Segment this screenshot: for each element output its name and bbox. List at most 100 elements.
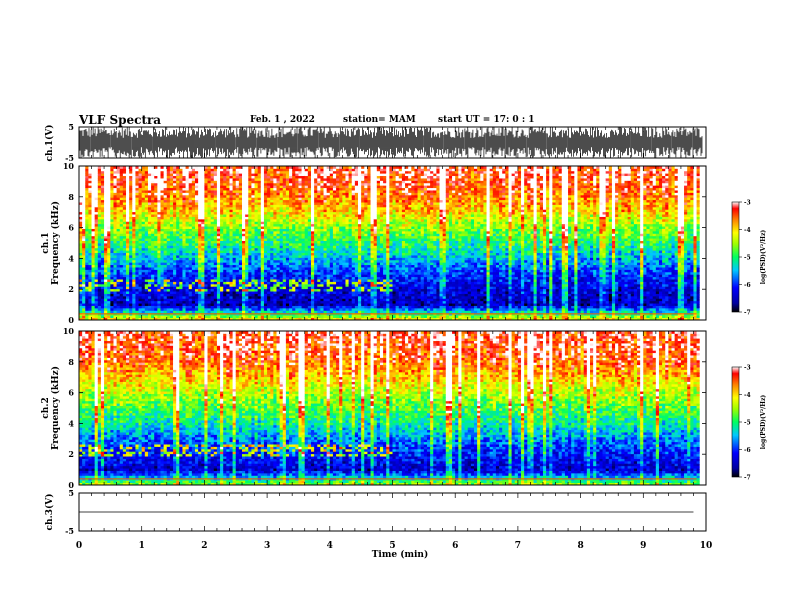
- spectrogram-cell: [229, 197, 233, 200]
- spectrogram-cell: [186, 212, 190, 215]
- spectrogram-cell: [214, 301, 218, 304]
- spectrogram-cell: [129, 277, 133, 280]
- spectrogram-cell: [135, 298, 139, 301]
- spectrogram-cell: [85, 294, 89, 297]
- spectrogram-cell: [192, 315, 196, 318]
- spectrogram-cell: [233, 238, 237, 241]
- spectrogram-cell: [258, 308, 262, 311]
- spectrogram-cell: [320, 195, 324, 198]
- spectrogram-cell: [239, 279, 243, 282]
- spectrogram-cell: [320, 248, 324, 251]
- spectrogram-cell: [267, 306, 271, 309]
- spectrogram-cell: [145, 291, 149, 294]
- spectrogram-cell: [164, 243, 168, 246]
- spectrogram-cell: [195, 219, 199, 222]
- spectrogram-cell: [148, 202, 152, 205]
- spectrogram-cell: [229, 219, 233, 222]
- spectrogram-cell: [85, 197, 89, 200]
- spectrogram-cell: [79, 260, 83, 263]
- spectrogram-cell: [82, 205, 86, 208]
- spectrogram-cell: [192, 214, 196, 217]
- spectrogram-cell: [85, 267, 89, 270]
- spectrogram-cell: [217, 168, 221, 171]
- spectrogram-cell: [161, 202, 165, 205]
- spectrogram-cell: [311, 202, 315, 205]
- spectrogram-cell: [251, 238, 255, 241]
- spectrogram-cell: [311, 173, 315, 176]
- spectrogram-cell: [92, 250, 96, 253]
- spectrogram-cell: [173, 245, 177, 248]
- spectrogram-cell: [167, 205, 171, 208]
- spectrogram-cell: [161, 219, 165, 222]
- spectrogram-cell: [305, 226, 309, 229]
- spectrogram-cell: [161, 178, 165, 181]
- spectrogram-cell: [148, 267, 152, 270]
- spectrogram-cell: [113, 176, 117, 179]
- spectrogram-cell: [104, 173, 108, 176]
- spectrogram-cell: [145, 180, 149, 183]
- spectrogram-cell: [148, 306, 152, 309]
- spectrogram-cell: [305, 296, 309, 299]
- spectrogram-cell: [110, 294, 114, 297]
- spectrogram-cell: [101, 217, 105, 220]
- spectrogram-cell: [286, 303, 290, 306]
- spectrogram-cell: [198, 260, 202, 263]
- spectrogram-cell: [317, 226, 321, 229]
- spectrogram-cell: [123, 248, 127, 251]
- spectrogram-cell: [305, 274, 309, 277]
- spectrogram-cell: [85, 185, 89, 188]
- spectrogram-cell: [204, 195, 208, 198]
- spectrogram-cell: [242, 190, 246, 193]
- spectrogram-cell: [270, 168, 274, 171]
- spectrogram-cell: [167, 202, 171, 205]
- spectrogram-cell: [142, 291, 146, 294]
- spectrogram-cell: [283, 180, 287, 183]
- spectrogram-cell: [277, 185, 281, 188]
- spectrogram-cell: [173, 180, 177, 183]
- spectrogram-cell: [129, 265, 133, 268]
- spectrogram-cell: [251, 188, 255, 191]
- spectrogram-cell: [151, 236, 155, 239]
- spectrogram-cell: [110, 243, 114, 246]
- spectrogram-cell: [167, 250, 171, 253]
- spectrogram-cell: [88, 291, 92, 294]
- spectrogram-cell: [164, 238, 168, 241]
- spectrogram-cell: [164, 176, 168, 179]
- spectrogram-cell: [283, 205, 287, 208]
- spectrogram-cell: [85, 257, 89, 260]
- spectrogram-cell: [117, 217, 121, 220]
- spectrogram-cell: [92, 284, 96, 287]
- spectrogram-cell: [317, 245, 321, 248]
- spectrogram-cell: [148, 289, 152, 292]
- spectrogram-cell: [170, 255, 174, 258]
- spectrogram-cell: [142, 180, 146, 183]
- spectrogram-cell: [270, 306, 274, 309]
- spectrogram-cell: [317, 219, 321, 222]
- spectrogram-cell: [261, 255, 265, 258]
- spectrogram-cell: [258, 245, 262, 248]
- spectrogram-cell: [270, 260, 274, 263]
- spectrogram-cell: [267, 207, 271, 210]
- spectrogram-cell: [255, 214, 259, 217]
- spectrogram-cell: [98, 298, 102, 301]
- spectrogram-cell: [157, 303, 161, 306]
- spectrogram-cell: [239, 236, 243, 239]
- spectrogram-cell: [107, 282, 111, 285]
- spectrogram-cell: [182, 200, 186, 203]
- spectrogram-cell: [208, 291, 212, 294]
- spectrogram-cell: [139, 301, 143, 304]
- spectrogram-cell: [255, 178, 259, 181]
- spectrogram-cell: [117, 253, 121, 256]
- spectrogram-cell: [79, 219, 83, 222]
- spectrogram-cell: [161, 250, 165, 253]
- spectrogram-cell: [320, 255, 324, 258]
- spectrogram-cell: [145, 250, 149, 253]
- spectrogram-cell: [289, 202, 293, 205]
- spectrogram-cell: [201, 231, 205, 234]
- spectrogram-cell: [280, 257, 284, 260]
- spectrogram-cell: [270, 286, 274, 289]
- spectrogram-cell: [242, 231, 246, 234]
- spectrogram-cell: [186, 294, 190, 297]
- spectrogram-cell: [198, 238, 202, 241]
- spectrogram-cell: [132, 233, 136, 236]
